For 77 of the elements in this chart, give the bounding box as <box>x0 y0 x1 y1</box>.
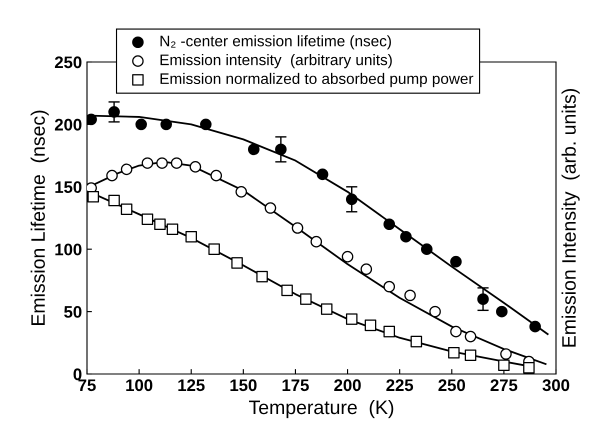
x-tick-label: 200 <box>334 379 361 392</box>
point <box>120 203 132 216</box>
point <box>420 243 433 255</box>
legend-label: Emission normalized to absorbed pump power <box>160 72 474 88</box>
point <box>404 290 416 302</box>
y-tick-label: 0 <box>74 368 82 380</box>
point <box>477 293 489 305</box>
point <box>87 191 100 203</box>
point <box>450 256 462 268</box>
point <box>142 213 154 226</box>
point <box>170 157 182 169</box>
point <box>496 306 508 318</box>
y-tick-label: 100 <box>55 244 82 256</box>
point <box>160 118 172 130</box>
point <box>360 263 372 275</box>
point <box>200 118 212 130</box>
x-tick-label: 75 <box>78 379 96 392</box>
point <box>256 270 268 282</box>
point <box>231 257 243 269</box>
point <box>142 157 154 169</box>
x-tick-label: 150 <box>230 379 257 392</box>
point <box>106 170 118 182</box>
point <box>108 194 120 206</box>
y-tick-label: 150 <box>55 181 82 194</box>
point <box>316 168 328 180</box>
point <box>383 326 396 338</box>
point <box>410 336 422 348</box>
point <box>498 359 510 372</box>
point <box>400 230 412 242</box>
point <box>448 347 460 359</box>
point <box>346 313 358 325</box>
x-tick-label: 100 <box>126 379 152 392</box>
point <box>300 293 312 305</box>
y-tick-label: 50 <box>64 306 82 318</box>
y-axis-title: Emission Lifetime (nsec) <box>30 110 49 325</box>
point <box>190 161 202 173</box>
y-tick-label: 200 <box>54 118 82 131</box>
point <box>166 223 178 236</box>
x-tick-label: 275 <box>490 379 518 392</box>
point <box>500 348 512 360</box>
point <box>235 186 248 198</box>
point <box>346 194 358 206</box>
point <box>292 222 304 234</box>
point <box>320 303 332 315</box>
x-tick-label: 175 <box>282 379 309 392</box>
point <box>108 106 120 118</box>
x-tick-label: 225 <box>386 379 414 392</box>
point <box>210 170 222 182</box>
point <box>342 250 354 262</box>
x-tick-label: 125 <box>178 379 205 392</box>
x-tick-label: 250 <box>438 379 465 392</box>
point <box>450 326 462 338</box>
y-tick-label: 250 <box>54 56 82 68</box>
point <box>383 280 396 292</box>
point <box>523 362 535 374</box>
x-axis-title: Temperature (K) <box>249 400 394 418</box>
point <box>364 320 376 332</box>
point <box>275 144 287 156</box>
x-tick-label: 300 <box>542 379 570 392</box>
point <box>156 157 168 169</box>
point <box>208 243 220 255</box>
point <box>185 230 197 242</box>
point <box>264 202 276 214</box>
point <box>429 306 441 318</box>
point <box>120 164 132 176</box>
point <box>464 350 476 362</box>
point <box>154 218 166 230</box>
point <box>310 236 322 248</box>
point <box>529 320 541 332</box>
y2-axis-title: Emission Intensity (arb. units) <box>562 88 580 347</box>
point <box>383 218 396 230</box>
point <box>281 284 293 296</box>
point <box>248 144 260 156</box>
legend-label: N₂ -center emission lifetime (nsec) <box>160 35 391 50</box>
legend-label: Emission intensity (arbitrary units) <box>160 54 392 68</box>
point <box>135 118 147 130</box>
point <box>464 330 476 342</box>
